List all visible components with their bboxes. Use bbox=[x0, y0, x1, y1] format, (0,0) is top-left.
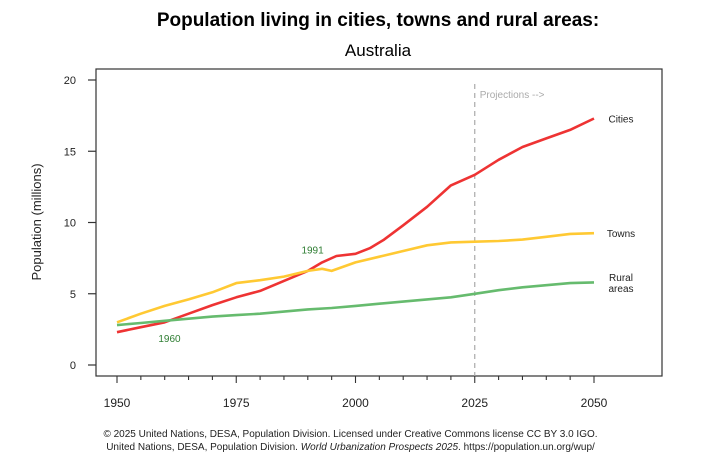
chart-subtitle: Australia bbox=[345, 41, 412, 60]
x-tick-label-2025: 2025 bbox=[461, 396, 488, 410]
series-lines bbox=[116, 117, 595, 334]
x-tick-label-1975: 1975 bbox=[223, 396, 250, 410]
footer-citation-url: . https://population.un.org/wup/ bbox=[458, 442, 595, 453]
projection-marker: Projections --> bbox=[474, 84, 545, 376]
footer-credits: © 2025 United Nations, DESA, Population … bbox=[0, 428, 701, 454]
annotation-1991: 1991 bbox=[301, 246, 324, 257]
y-tick-label-10: 10 bbox=[64, 218, 76, 230]
footer-copyright: © 2025 United Nations, DESA, Population … bbox=[103, 429, 598, 440]
x-tick-label-1950: 1950 bbox=[104, 396, 131, 410]
x-tick-label-2000: 2000 bbox=[342, 396, 369, 410]
footer-citation-title: World Urbanization Prospects 2025 bbox=[300, 442, 459, 453]
chart-title: Population living in cities, towns and r… bbox=[157, 10, 599, 31]
y-axis: 0 5 10 15 20 bbox=[64, 75, 96, 372]
footer-citation: United Nations, DESA, Population Divisio… bbox=[0, 441, 701, 454]
y-tick-label-15: 15 bbox=[64, 146, 76, 158]
x-tick-label-2050: 2050 bbox=[581, 396, 608, 410]
series-line-towns bbox=[116, 231, 595, 324]
y-tick-label-0: 0 bbox=[70, 360, 76, 372]
footer-citation-source: United Nations, DESA, Population Divisio… bbox=[106, 442, 301, 453]
y-axis-label: Population (millions) bbox=[29, 163, 44, 280]
series-label-cities: Cities bbox=[608, 114, 633, 125]
annotation-1960: 1960 bbox=[158, 334, 181, 345]
series-label-rural-areas-line1: Rural bbox=[609, 273, 633, 284]
projection-label: Projections --> bbox=[480, 90, 545, 101]
x-axis: 1950 1975 2000 2025 2050 bbox=[104, 376, 608, 410]
series-line-cities bbox=[116, 117, 595, 334]
series-label-towns: Towns bbox=[607, 229, 635, 240]
y-tick-label-20: 20 bbox=[64, 75, 76, 87]
series-label-rural-areas-line2: areas bbox=[608, 284, 633, 295]
plot-area-frame bbox=[95, 68, 663, 377]
y-tick-label-5: 5 bbox=[70, 289, 76, 301]
series-line-rural-areas bbox=[116, 281, 595, 327]
